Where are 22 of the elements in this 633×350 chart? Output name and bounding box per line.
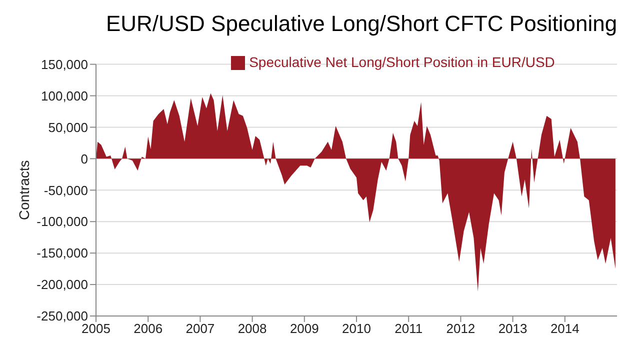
y-tick-label: -200,000 [36,277,88,292]
y-axis-title: Contracts [16,160,32,220]
x-tick-label: 2008 [238,321,267,336]
y-tick-label: -250,000 [36,308,88,324]
y-tick-label: 0 [80,151,88,166]
x-tick-label: 2011 [394,321,423,336]
x-tick-label: 2010 [342,321,371,336]
y-tick-label: 150,000 [41,56,88,72]
y-tick-label: -100,000 [36,214,88,230]
y-tick-label: -150,000 [36,246,88,261]
x-tick-label: 2009 [290,321,319,336]
chart-title: EUR/USD Speculative Long/Short CFTC Positioning [104,10,618,38]
legend-label: Speculative Net Long/Short Position in EUR/USD [249,54,555,70]
x-tick-label: 2006 [134,321,163,336]
y-tick-label: 50,000 [48,120,88,135]
y-tick-label: 100,000 [41,88,88,104]
y-tick-label: -50,000 [44,182,88,198]
x-tick-label: 2013 [498,321,528,336]
x-tick-label: 2014 [550,321,580,336]
x-tick-label: 2007 [186,321,215,336]
x-tick-label: 2005 [82,321,110,336]
x-tick-label: 2012 [446,321,476,336]
